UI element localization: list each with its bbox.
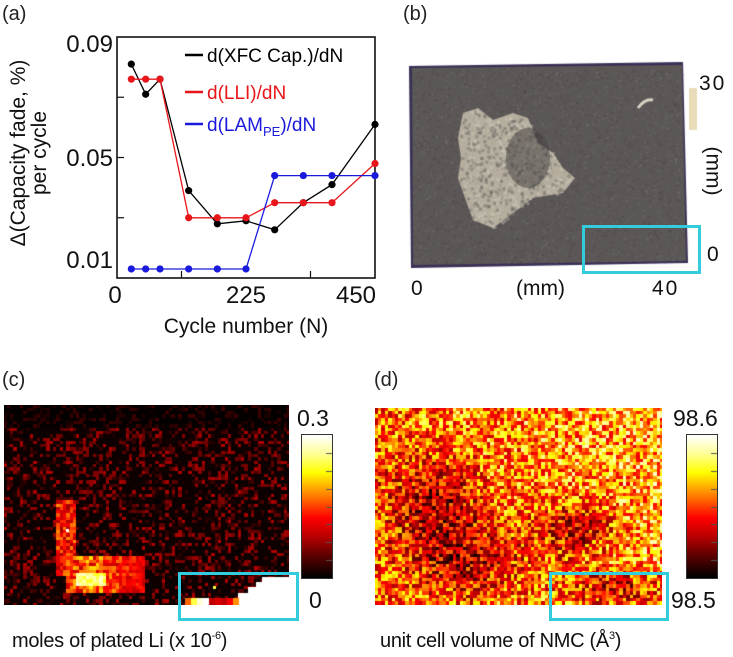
data-point [142,265,150,273]
data-point [371,159,379,168]
plated-li-colorbar [301,434,333,579]
series-line [131,78,376,219]
series-2 [127,171,379,273]
legend: d(XFC Cap.)/dN d(LLI)/dN d(LAMPE)/dN [185,46,343,139]
data-point [328,199,336,207]
nmc-volume-colorbar [686,434,718,579]
photo-y-min-label: 0 [707,243,719,266]
panel-d-label: (d) [374,369,399,391]
data-point [156,75,164,83]
series-line [131,174,375,270]
photo-y-unit-label: (mm) [701,146,725,196]
x-tick-label: 225 [226,282,266,309]
data-point [242,265,250,273]
nmc-volume-caption: unit cell volume of NMC (Å3) [380,630,622,652]
photo-x-unit-label: (mm) [516,277,565,300]
y-axis-title: Δ(Capacity fade, %) [7,60,30,247]
photo-x-min-label: 0 [411,277,423,300]
panel-a-label: (a) [2,3,27,25]
data-point [299,199,307,207]
x-tick-label: 0 [108,282,121,309]
data-point [185,187,193,195]
colorbar-max-label: 0.3 [297,405,329,431]
data-point [142,90,150,98]
photo-x-max-label: 40 [652,277,680,300]
data-point [213,265,221,273]
plated-li-heatmap [4,405,289,605]
axis-tick-labels: 0.01 0.05 0.09 0 225 450 [66,31,376,309]
series-line [130,63,376,231]
legend-label: d(XFC Cap.)/dN [207,46,343,67]
x-tick-label: 450 [336,282,376,309]
legend-entry-xfc: d(XFC Cap.)/dN [185,46,343,67]
legend-entry-lam-pe: d(LAMPE)/dN [185,115,316,139]
electrode-photo [403,58,703,273]
legend-label: d(LAMPE)/dN [207,115,316,139]
data-point [142,75,150,83]
data-point [271,199,279,207]
series-1 [127,75,379,222]
data-point [271,226,279,234]
data-series [127,60,379,273]
photo-y-max-label: 30 [699,72,727,95]
data-point [242,214,250,222]
series-0 [127,60,379,234]
x-axis-title: Cycle number (N) [164,315,329,338]
data-point [371,120,379,128]
highlight-box [549,572,669,621]
data-point [127,60,135,68]
y-tick-label: 0.09 [66,31,113,58]
highlight-box [582,225,701,274]
colorbar-max-label: 98.6 [673,405,718,431]
plot-frame [116,36,376,279]
legend-entry-lli: d(LLI)/dN [185,83,286,104]
panel-c-label: (c) [2,369,26,391]
data-point [371,171,379,180]
y-tick-label: 0.01 [66,247,113,274]
data-point [213,220,221,228]
panel-b-label: (b) [403,3,428,25]
colorbar-min-label: 98.5 [671,587,716,613]
data-point [328,171,336,180]
plated-li-caption: moles of plated Li (x 10-6) [12,630,228,652]
y-tick-label: 0.05 [66,145,113,172]
data-point [185,265,193,273]
capacity-fade-chart: 0.01 0.05 0.09 0 225 450 Cycle number (N… [7,31,379,338]
data-point [127,265,135,273]
data-point [127,75,135,83]
legend-label: d(LLI)/dN [207,83,286,104]
data-point [156,265,164,273]
data-point [299,171,307,180]
data-point [328,181,336,189]
y-axis-title-line2: per cycle [28,111,51,195]
highlight-box [178,572,299,621]
data-point [271,171,279,180]
data-point [213,214,221,222]
data-point [185,214,193,222]
axis-ticks [117,96,312,278]
colorbar-min-label: 0 [309,587,322,613]
